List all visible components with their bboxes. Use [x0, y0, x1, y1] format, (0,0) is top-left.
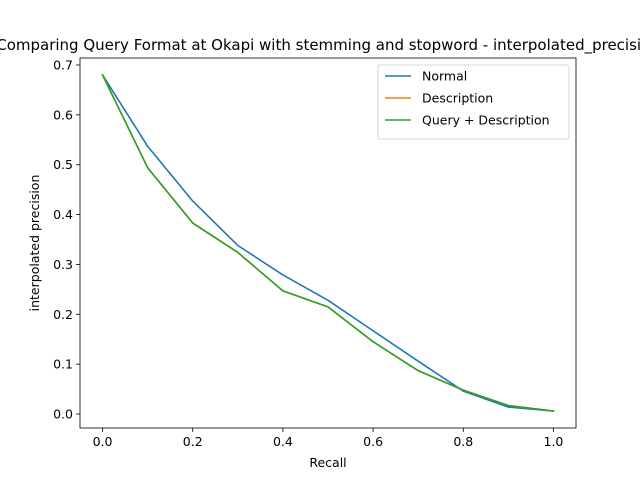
x-tick-label: 0.6: [363, 434, 383, 449]
x-axis-ticks: 0.0 0.2 0.4 0.6 0.8 1.0: [93, 428, 564, 449]
legend-label: Query + Description: [422, 113, 550, 128]
x-tick-label: 0.4: [273, 434, 293, 449]
y-axis-label: interpolated precision: [27, 175, 42, 312]
x-tick-label: 0.0: [93, 434, 113, 449]
y-tick-label: 0.2: [53, 307, 73, 322]
y-tick-label: 0.1: [53, 357, 73, 372]
legend-label: Normal: [422, 69, 467, 84]
y-tick-label: 0.5: [53, 157, 73, 172]
y-tick-label: 0.0: [53, 407, 73, 422]
x-tick-label: 0.8: [453, 434, 473, 449]
x-tick-label: 0.2: [183, 434, 203, 449]
legend-label: Description: [422, 91, 493, 106]
y-axis-ticks: 0.0 0.1 0.2 0.3 0.4 0.5 0.6 0.7: [53, 57, 80, 421]
x-axis-label: Recall: [309, 455, 346, 470]
chart-title: Comparing Query Format at Okapi with ste…: [0, 36, 640, 55]
x-tick-label: 1.0: [544, 434, 564, 449]
y-tick-label: 0.3: [53, 257, 73, 272]
y-tick-label: 0.7: [53, 57, 73, 72]
y-tick-label: 0.6: [53, 107, 73, 122]
y-tick-label: 0.4: [53, 207, 73, 222]
legend: Normal Description Query + Description: [378, 65, 569, 139]
